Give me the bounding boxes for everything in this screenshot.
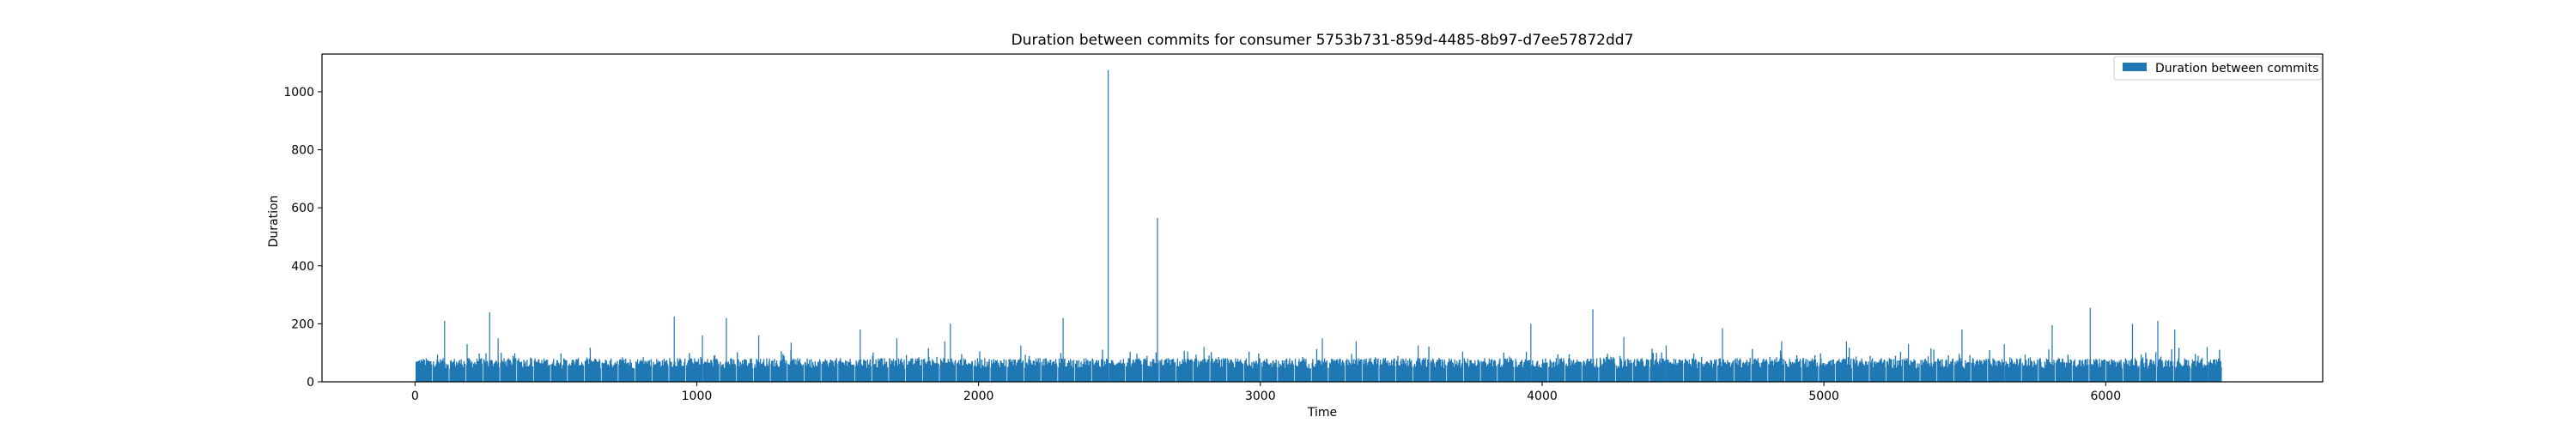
legend-label: Duration between commits — [2155, 62, 2318, 76]
y-tick-label: 1000 — [283, 86, 314, 100]
y-tick-label: 800 — [291, 144, 314, 158]
chart-title: Duration between commits for consumer 57… — [1012, 32, 1634, 49]
legend-box — [2113, 56, 2323, 81]
plot-area — [415, 69, 2222, 382]
bar-series-baseline — [415, 347, 2222, 382]
x-axis: 0 1000 2000 3000 4000 5000 6000 — [411, 382, 2121, 403]
x-tick-label: 3000 — [1245, 390, 1276, 403]
y-tick-label: 400 — [291, 260, 314, 274]
y-tick-label: 200 — [291, 317, 314, 331]
axes-frame — [321, 53, 2324, 383]
y-tick-label: 600 — [291, 202, 314, 215]
y-tick-label: 0 — [307, 376, 314, 390]
x-axis-label: Time — [1307, 406, 1337, 420]
x-tick-label: 5000 — [1808, 390, 1839, 403]
legend-swatch — [2123, 63, 2147, 71]
x-tick-label: 2000 — [963, 390, 994, 403]
x-tick-label: 1000 — [682, 390, 713, 403]
y-axis: 0 200 400 600 800 1000 — [283, 86, 322, 390]
legend[interactable]: Duration between commits — [2113, 56, 2323, 81]
y-axis-label: Duration — [267, 196, 281, 248]
x-tick-label: 6000 — [2090, 390, 2121, 403]
x-tick-label: 4000 — [1527, 390, 1558, 403]
x-tick-label: 0 — [411, 390, 419, 403]
